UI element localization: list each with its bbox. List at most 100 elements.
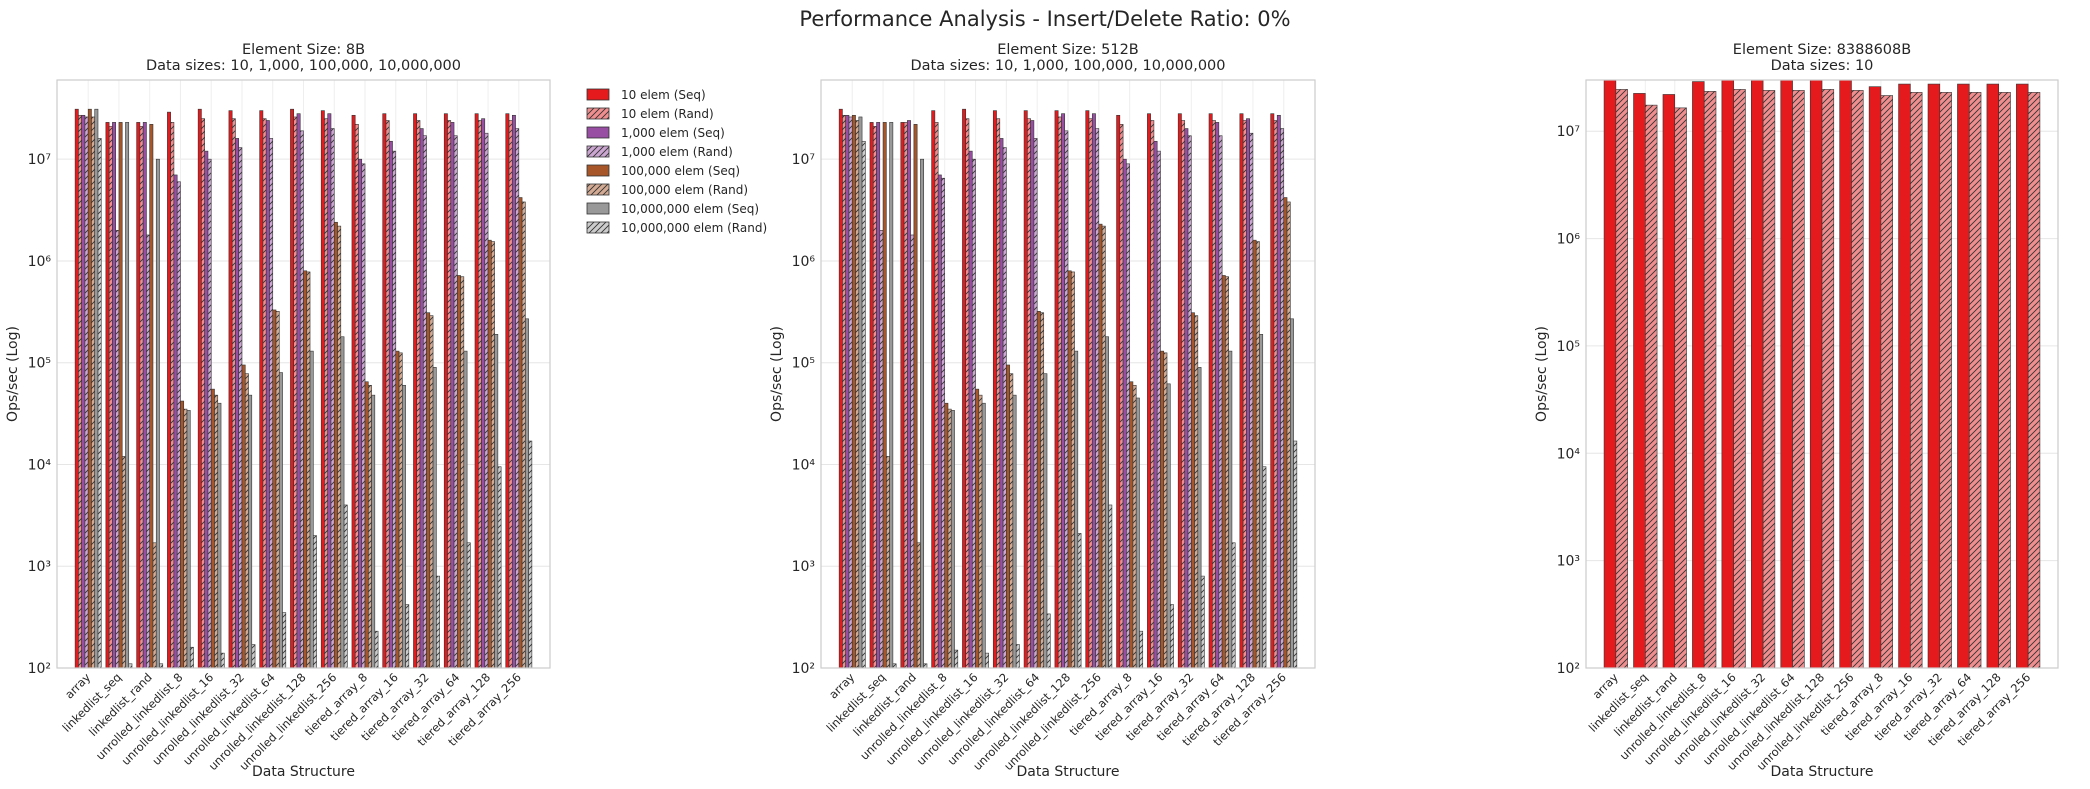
bar-tiered_array_8-s0 xyxy=(1116,114,1121,669)
bar-hatch-tiered_array_64-s1 xyxy=(1969,92,1982,669)
bar-hatch-unrolled_linkedlist_256-s1 xyxy=(1088,118,1093,669)
bar-linkedlist_seq-s6 xyxy=(889,122,894,669)
bar-tiered_array_16-s0 xyxy=(1147,113,1151,669)
bar-hatch-unrolled_linkedlist_64-s7 xyxy=(1047,613,1051,668)
bar-unrolled_linkedlist_32-s0 xyxy=(1751,79,1764,669)
bar-hatch-tiered_array_8-s1 xyxy=(1880,95,1893,668)
bar-unrolled_linkedlist_16-s0 xyxy=(962,108,967,669)
bar-hatch-unrolled_linkedlist_32-s5 xyxy=(1009,373,1013,668)
bar-unrolled_linkedlist_128-s0 xyxy=(290,108,294,669)
bar-hatch-unrolled_linkedlist_16-s7 xyxy=(985,653,989,668)
figure-suptitle: Performance Analysis - Insert/Delete Rat… xyxy=(799,7,1290,31)
y-tick-label: 10³ xyxy=(1557,554,1580,570)
bar-hatch-tiered_array_64-s1 xyxy=(447,120,451,669)
bar-tiered_array_256-s0 xyxy=(2016,83,2029,669)
bar-unrolled_linkedlist_16-s6 xyxy=(217,402,222,669)
bar-unrolled_linkedlist_128-s6 xyxy=(1074,350,1079,669)
bar-array-s2 xyxy=(81,114,86,669)
bar-unrolled_linkedlist_256-s4 xyxy=(333,221,338,669)
bar-tiered_array_16-s2 xyxy=(388,140,393,669)
bar-linkedlist_seq-s0 xyxy=(1633,93,1646,669)
bar-unrolled_linkedlist_16-s0 xyxy=(197,108,202,669)
bar-tiered_array_64-s0 xyxy=(1957,83,1970,669)
bar-tiered_array_64-s0 xyxy=(443,113,448,669)
bar-tiered_array_32-s0 xyxy=(1927,83,1941,669)
y-tick-label: 10⁷ xyxy=(28,152,51,168)
bar-tiered_array_8-s6 xyxy=(1135,397,1140,669)
axes-frame xyxy=(820,79,1316,669)
bar-hatch-unrolled_linkedlist_16-s1 xyxy=(965,118,969,669)
bar-hatch-linkedlist_seq-s1 xyxy=(1645,105,1658,669)
bar-hatch-linkedlist_seq-s1 xyxy=(873,126,877,668)
bar-tiered_array_128-s0 xyxy=(474,113,479,669)
bar-linkedlist_rand-s6 xyxy=(155,158,160,669)
bar-hatch-linkedlist_seq-s7 xyxy=(128,663,133,668)
bar-hatch-tiered_array_32-s7 xyxy=(1201,576,1205,668)
bar-hatch-tiered_array_32-s3 xyxy=(423,135,427,668)
bar-unrolled_linkedlist_8-s2 xyxy=(173,174,178,669)
bar-unrolled_linkedlist_8-s4 xyxy=(180,400,185,669)
bar-unrolled_linkedlist_128-s6 xyxy=(309,350,314,669)
bar-hatch-tiered_array_128-s7 xyxy=(1262,466,1267,668)
bar-tiered_array_8-s0 xyxy=(351,114,356,669)
bar-hatch-linkedlist_rand-s7 xyxy=(923,663,927,668)
bar-linkedlist_rand-s6 xyxy=(920,158,925,669)
x-axis-label: Data Structure xyxy=(1770,764,1873,780)
bar-array-s2 xyxy=(845,114,850,669)
axes-frame xyxy=(56,79,551,669)
bar-hatch-tiered_array_128-s5 xyxy=(491,241,495,668)
bar-hatch-unrolled_linkedlist_8-s7 xyxy=(190,647,194,668)
bar-tiered_array_32-s2 xyxy=(1184,128,1189,669)
bar-unrolled_linkedlist_16-s4 xyxy=(975,388,980,669)
y-tick-label: 10⁴ xyxy=(28,457,52,473)
bar-hatch-unrolled_linkedlist_256-s5 xyxy=(337,226,341,668)
bar-hatch-tiered_array_32-s7 xyxy=(436,576,440,668)
y-tick-label: 10⁵ xyxy=(28,356,51,372)
bar-unrolled_linkedlist_8-s0 xyxy=(931,110,936,669)
bar-unrolled_linkedlist_16-s6 xyxy=(981,402,986,669)
y-tick-label: 10⁴ xyxy=(792,457,816,473)
bar-tiered_array_8-s6 xyxy=(371,394,376,669)
bar-linkedlist_seq-s2 xyxy=(876,122,881,669)
y-axis-label: Ops/sec (Log) xyxy=(769,326,785,422)
bar-hatch-tiered_array_64-s7 xyxy=(467,542,471,668)
bar-hatch-tiered_array_8-s3 xyxy=(361,163,366,668)
bar-unrolled_linkedlist_32-s6 xyxy=(248,394,253,669)
x-axis-label: Data Structure xyxy=(1016,764,1119,780)
bar-unrolled_linkedlist_8-s0 xyxy=(1692,81,1705,669)
bar-tiered_array_128-s6 xyxy=(1259,334,1264,669)
legend-swatch-hatch xyxy=(587,146,609,157)
panel-title: Element Size: 8388608B xyxy=(1733,42,1911,58)
bar-hatch-tiered_array_16-s1 xyxy=(385,120,390,669)
bar-tiered_array_256-s4 xyxy=(1283,197,1288,669)
bar-hatch-unrolled_linkedlist_256-s3 xyxy=(330,128,335,669)
bar-hatch-tiered_array_128-s7 xyxy=(497,466,502,668)
bar-linkedlist_seq-s6 xyxy=(125,122,130,669)
bar-hatch-linkedlist_rand-s1 xyxy=(139,126,144,668)
bar-tiered_array_128-s4 xyxy=(1252,239,1257,669)
bar-hatch-tiered_array_128-s3 xyxy=(484,133,489,668)
bar-tiered_array_32-s0 xyxy=(1177,113,1182,669)
bar-unrolled_linkedlist_32-s0 xyxy=(228,110,233,669)
bar-unrolled_linkedlist_32-s4 xyxy=(1006,364,1010,669)
legend-swatch xyxy=(586,202,610,215)
y-tick-label: 10⁷ xyxy=(1557,124,1580,140)
bar-hatch-tiered_array_128-s1 xyxy=(1998,92,2011,669)
bar-hatch-linkedlist_rand-s5 xyxy=(917,542,921,668)
bar-array-s0 xyxy=(838,108,843,669)
bar-hatch-tiered_array_64-s5 xyxy=(460,276,464,668)
y-tick-label: 10⁷ xyxy=(792,152,815,168)
bar-hatch-unrolled_linkedlist_64-s3 xyxy=(1033,138,1038,669)
legend-swatch xyxy=(586,88,610,101)
bar-hatch-linkedlist_rand-s3 xyxy=(146,234,150,669)
legend-label: 10 elem (Rand) xyxy=(621,107,714,121)
bar-hatch-unrolled_linkedlist_128-s7 xyxy=(1077,533,1082,668)
bar-hatch-tiered_array_256-s5 xyxy=(522,201,526,668)
bar-hatch-tiered_array_8-s1 xyxy=(1119,124,1124,669)
bar-hatch-unrolled_linkedlist_8-s7 xyxy=(954,650,958,668)
bar-tiered_array_128-s2 xyxy=(1246,118,1250,669)
bar-tiered_array_32-s2 xyxy=(419,128,424,669)
